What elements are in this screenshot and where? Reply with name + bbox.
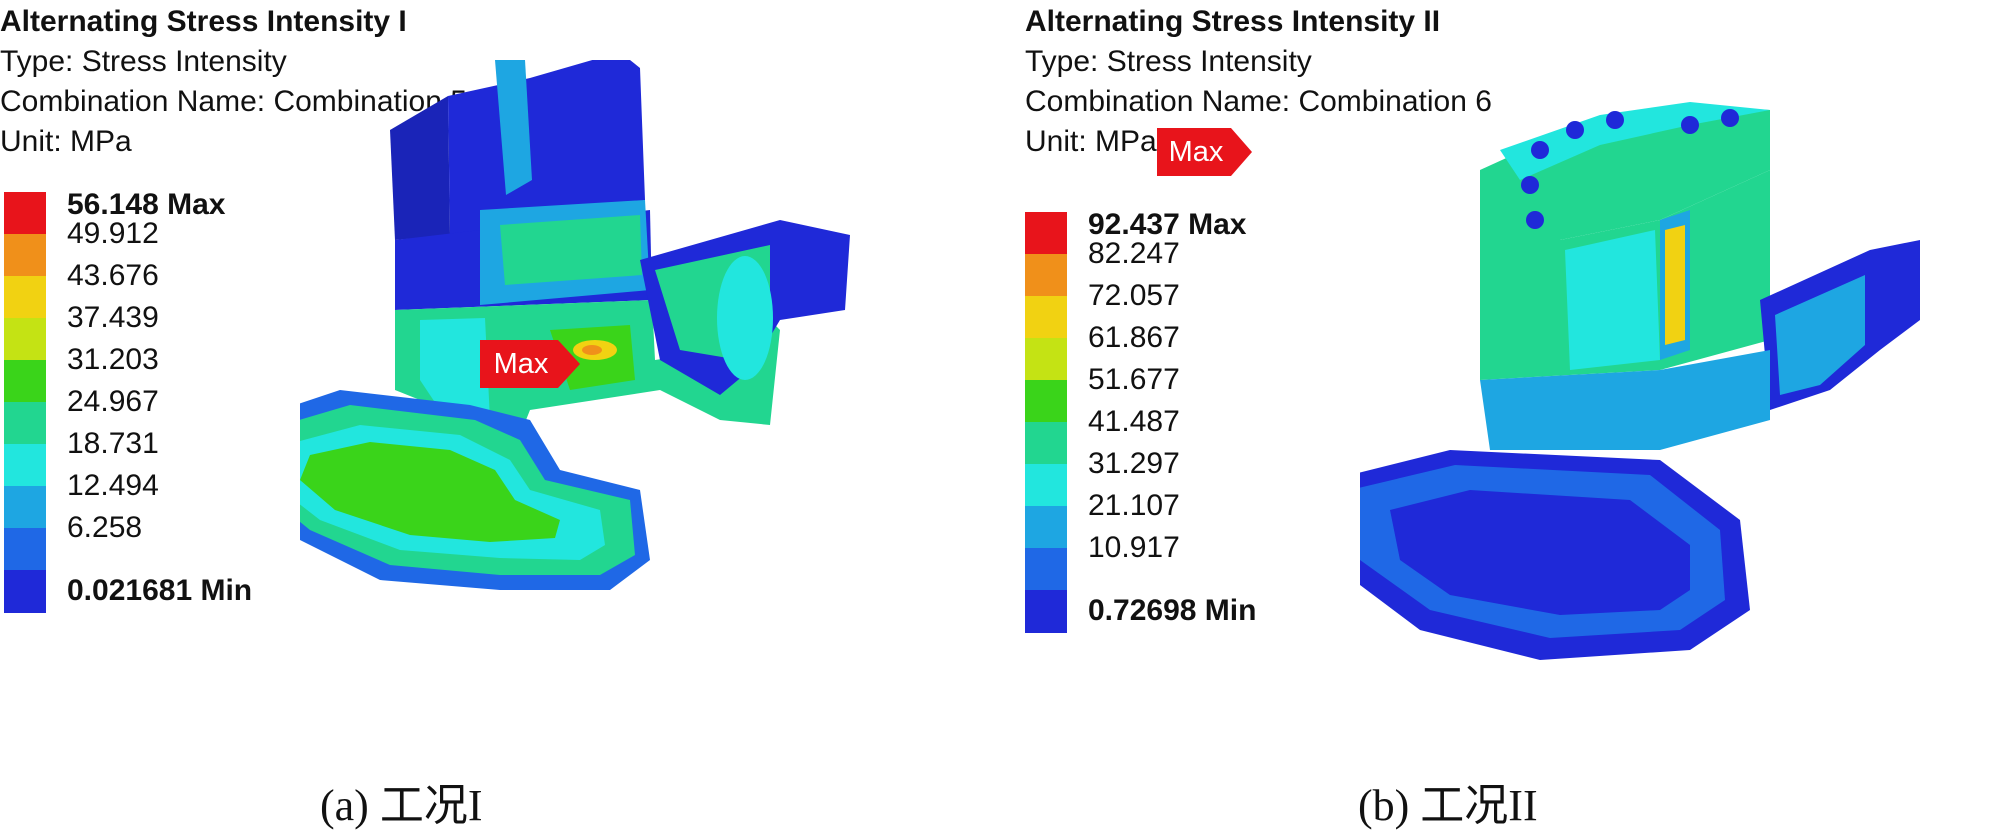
legend-min-label: 0.021681 Min xyxy=(67,574,253,607)
result-type-b: Type: Stress Intensity xyxy=(1025,45,1312,78)
max-marker-label: Max xyxy=(493,348,549,380)
legend-label: 82.247 xyxy=(1088,237,1180,270)
legend-max-label: 92.437 Max xyxy=(1088,208,1247,241)
legend-label: 12.494 xyxy=(67,469,159,502)
legend-label: 51.677 xyxy=(1088,363,1180,396)
legend-max-label: 56.148 Max xyxy=(67,188,226,221)
unit-a: Unit: MPa xyxy=(0,125,132,158)
legend-min-label: 0.72698 Min xyxy=(1088,594,1257,627)
legend-swatch xyxy=(4,360,46,403)
legend-label: 72.057 xyxy=(1088,279,1180,312)
legend-swatch xyxy=(4,402,46,445)
valve-model-a xyxy=(300,60,850,590)
legend-swatch xyxy=(4,528,46,571)
legend-swatch xyxy=(1025,464,1067,507)
legend-swatch xyxy=(4,486,46,529)
legend-label: 18.731 xyxy=(67,427,159,460)
max-marker-label: Max xyxy=(1168,136,1224,168)
result-type-a: Type: Stress Intensity xyxy=(0,45,287,78)
result-header-a: Alternating Stress Intensity I Type: Str… xyxy=(0,2,467,162)
legend-swatch xyxy=(1025,338,1067,381)
legend-label: 43.676 xyxy=(67,259,159,292)
legend-swatch xyxy=(1025,506,1067,549)
legend-swatch xyxy=(4,192,46,235)
legend-swatch xyxy=(1025,590,1067,633)
max-marker-shape xyxy=(480,340,580,388)
combination-name-a: Combination Name: Combination 5 xyxy=(0,85,467,118)
result-title-a: Alternating Stress Intensity I xyxy=(0,5,407,38)
legend-label: 49.912 xyxy=(67,217,159,250)
result-header-b: Alternating Stress Intensity II Type: St… xyxy=(1025,2,1492,162)
caption-a: (a) 工况I xyxy=(320,781,483,830)
legend-swatch xyxy=(4,318,46,361)
legend-label: 21.107 xyxy=(1088,489,1180,522)
legend-swatch xyxy=(1025,254,1067,297)
panel-a: Alternating Stress Intensity I Type: Str… xyxy=(0,2,850,830)
legend-label: 24.967 xyxy=(67,385,159,418)
legend-swatch xyxy=(1025,212,1067,255)
legend-swatch xyxy=(4,570,46,613)
max-marker-b: Max xyxy=(1157,128,1252,176)
unit-b: Unit: MPa xyxy=(1025,125,1157,158)
legend-label: 31.297 xyxy=(1088,447,1180,480)
legend-swatch xyxy=(4,234,46,277)
valve-model-b xyxy=(1360,102,1920,660)
legend-swatch xyxy=(4,276,46,319)
legend-swatch xyxy=(1025,422,1067,465)
legend-swatch xyxy=(1025,380,1067,423)
legend-label: 10.917 xyxy=(1088,531,1180,564)
legend-swatch xyxy=(1025,548,1067,591)
max-marker-shape xyxy=(1157,128,1252,176)
legend-label: 6.258 xyxy=(67,511,143,544)
panel-b: Alternating Stress Intensity II Type: St… xyxy=(1000,0,2000,835)
caption-b: (b) 工况II xyxy=(1358,781,1538,830)
legend-label: 61.867 xyxy=(1088,321,1180,354)
legend-label: 37.439 xyxy=(67,301,159,334)
combination-name-b: Combination Name: Combination 6 xyxy=(1025,85,1492,118)
legend-swatch xyxy=(4,444,46,487)
legend-label: 31.203 xyxy=(67,343,159,376)
max-marker-a: Max xyxy=(480,340,580,388)
result-title-b: Alternating Stress Intensity II xyxy=(1025,5,1441,38)
legend-label: 41.487 xyxy=(1088,405,1180,438)
legend-swatch xyxy=(1025,296,1067,339)
